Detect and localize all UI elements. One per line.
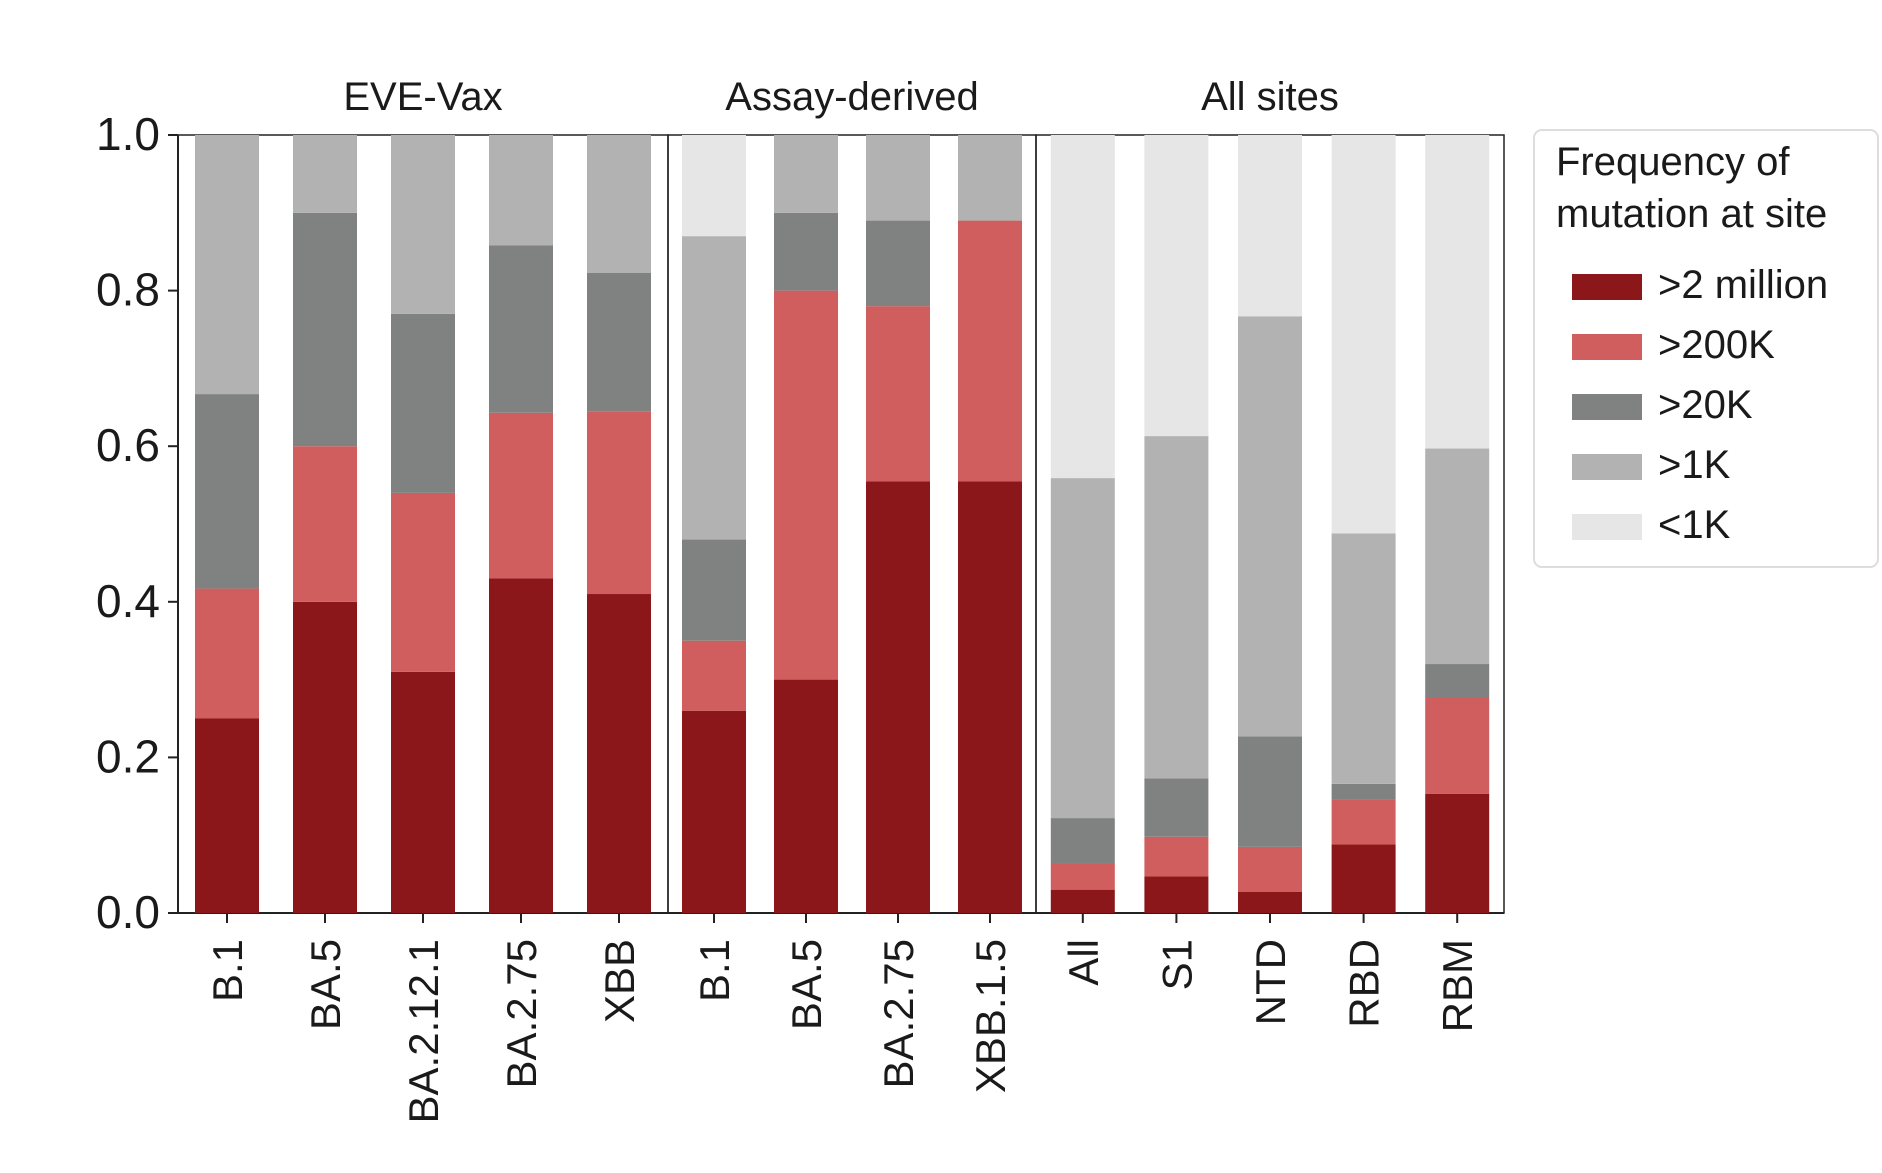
x-tick-label: XBB.1.5 <box>967 939 1014 1093</box>
legend-title: Frequency of <box>1556 140 1790 184</box>
bar-segment-200k <box>958 220 1022 482</box>
bar-segment-200k <box>195 588 259 719</box>
bar-segment-20k <box>682 539 746 641</box>
bar-segment-1k <box>1425 448 1490 665</box>
bar-segment-200k <box>1144 836 1209 877</box>
legend: Frequency of mutation at site >2 million >2… <box>1533 129 1879 568</box>
bar-segment-2million <box>958 481 1022 913</box>
bar-segment-200k <box>391 492 455 672</box>
x-tick-label: BA.5 <box>302 939 349 1030</box>
bar-segment-1k <box>293 135 357 213</box>
bar-segment-200k <box>489 412 553 579</box>
bar-segment-1k <box>1238 316 1302 737</box>
bar-segment-1k <box>195 135 259 395</box>
bar-segment-200k <box>1425 697 1490 794</box>
x-tick-label: BA.5 <box>783 939 830 1030</box>
bar-segment-200k <box>682 640 746 711</box>
y-tick-label: 0.0 <box>96 886 160 938</box>
bar-segment-1k <box>489 135 553 246</box>
legend-label: >2 million <box>1658 263 1828 307</box>
x-tick-label: NTD <box>1247 939 1294 1025</box>
bar-segment-20k <box>391 313 455 493</box>
bar-segment-200k <box>866 306 930 482</box>
legend-swatch <box>1572 274 1642 300</box>
legend-swatch <box>1572 514 1642 540</box>
x-tick-label: S1 <box>1153 939 1200 990</box>
group-title: EVE-Vax <box>343 75 502 119</box>
bar-segment-2million <box>391 671 455 913</box>
bar-segment-20k <box>293 212 357 447</box>
bar-segment-2million <box>1425 793 1490 913</box>
bar-segment-2million <box>489 578 553 913</box>
y-tick-label: 0.4 <box>96 575 160 627</box>
bar-segment-200k <box>1331 799 1396 845</box>
bar-segment-20k <box>1238 736 1302 847</box>
bar-segment-1k <box>682 236 746 540</box>
legend-label: >200K <box>1658 323 1775 367</box>
bar-segment-200k <box>587 411 651 595</box>
x-tick-label: B.1 <box>204 939 251 1002</box>
bar-segment-20k <box>1425 664 1490 698</box>
bar-segment-20k <box>866 220 930 307</box>
bar-segment-200k <box>1238 846 1302 892</box>
bar-segment-200k <box>774 290 838 680</box>
bar-segment-1k <box>958 135 1022 221</box>
legend-swatch <box>1572 454 1642 480</box>
bar-segment-20k <box>1144 778 1209 837</box>
bar-segment-1k <box>866 135 930 221</box>
legend-label: <1K <box>1658 503 1731 547</box>
bar-segment-20k <box>195 394 259 589</box>
x-tick-label: B.1 <box>691 939 738 1002</box>
bar-segment-1k <box>391 135 455 314</box>
bar-segment-200k <box>1050 863 1115 890</box>
legend-label: >20K <box>1658 383 1753 427</box>
bar-segment-2million <box>1144 876 1209 913</box>
bar-segment-2million <box>774 679 838 913</box>
x-tick-label: RBM <box>1434 939 1481 1032</box>
legend-title: mutation at site <box>1556 192 1827 236</box>
x-tick-label: BA.2.12.1 <box>400 939 447 1123</box>
bar-segment-1k <box>1425 135 1490 449</box>
legend-swatch <box>1572 394 1642 420</box>
legend-label: >1K <box>1658 443 1731 487</box>
bar-segment-2million <box>1050 889 1115 913</box>
bar-segment-1k <box>1050 478 1115 819</box>
bar-segment-2million <box>682 710 746 913</box>
bar-segment-20k <box>587 272 651 412</box>
x-tick-label: BA.2.75 <box>875 939 922 1088</box>
bar-segment-1k <box>1144 135 1209 437</box>
bar-segment-200k <box>293 446 357 602</box>
bar-segment-1k <box>774 135 838 213</box>
bar-segment-2million <box>1331 844 1396 913</box>
bar-segment-1k <box>1144 436 1209 779</box>
bar-segment-2million <box>1238 891 1302 913</box>
bar-segment-1k <box>1331 135 1396 534</box>
group-title: Assay-derived <box>725 75 978 119</box>
bar-segment-1k <box>587 135 651 273</box>
group-title: All sites <box>1201 75 1339 119</box>
bar-segment-20k <box>489 245 553 413</box>
bar-segment-2million <box>195 718 259 913</box>
bar-segment-2million <box>293 601 357 913</box>
x-tick-label: RBD <box>1341 939 1388 1028</box>
bar-segment-2million <box>866 481 930 913</box>
bar-segment-1k <box>1331 533 1396 784</box>
y-tick-label: 0.6 <box>96 419 160 471</box>
x-tick-label: All <box>1060 939 1107 986</box>
x-tick-label: XBB <box>596 939 643 1023</box>
y-tick-label: 1.0 <box>96 108 160 160</box>
bar-segment-20k <box>1331 783 1396 800</box>
y-tick-label: 0.8 <box>96 264 160 316</box>
legend-swatch <box>1572 334 1642 360</box>
x-tick-label: BA.2.75 <box>498 939 545 1088</box>
y-tick-label: 0.2 <box>96 730 160 782</box>
bar-segment-1k <box>1050 135 1115 479</box>
bar-segment-1k <box>682 135 746 237</box>
bar-segment-20k <box>1050 818 1115 864</box>
bar-segment-1k <box>1238 135 1302 317</box>
bar-segment-20k <box>774 212 838 291</box>
bar-segment-2million <box>587 594 651 913</box>
